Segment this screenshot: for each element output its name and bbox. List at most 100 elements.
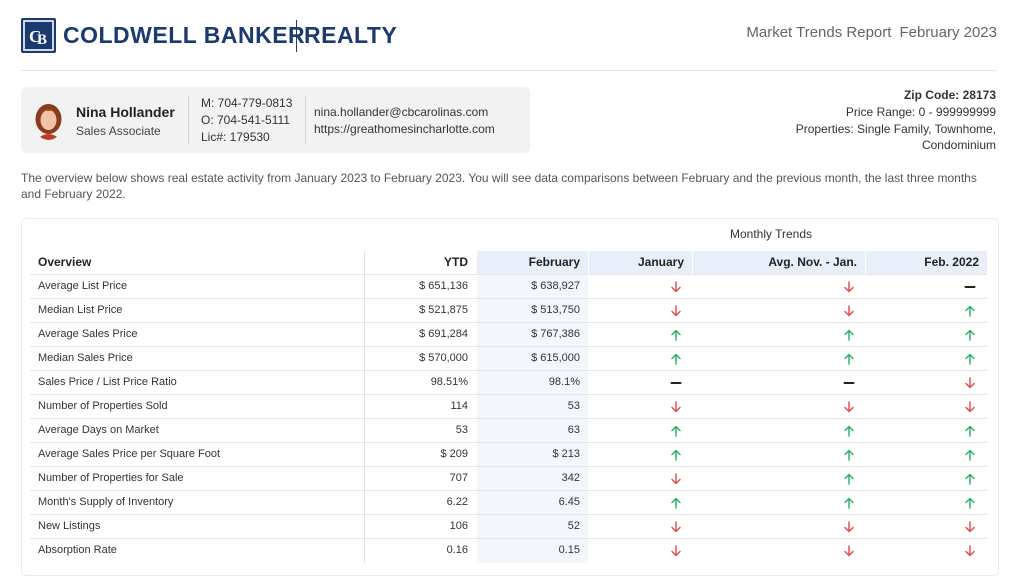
january-trend-arrow-down-icon xyxy=(669,400,683,414)
last-year-trend-arrow-down-icon xyxy=(963,544,977,558)
last-year-trend-arrow-up-icon xyxy=(963,352,977,366)
last-year-trend-arrow-down-icon xyxy=(963,520,977,534)
agent-website-link[interactable]: https://greathomesincharlotte.com xyxy=(314,122,495,136)
ytd-value: 114 xyxy=(450,400,468,412)
february-value: $ 638,927 xyxy=(531,280,580,292)
ytd-value: $ 209 xyxy=(440,448,468,460)
three-month-trend-arrow-up-icon xyxy=(842,352,856,366)
row-divider xyxy=(30,466,987,467)
february-value: 53 xyxy=(567,400,580,412)
row-divider xyxy=(30,346,987,347)
table-row: Median List Price $ 521,875 $ 513,750 xyxy=(30,299,987,323)
february-value: 342 xyxy=(561,472,580,484)
row-label: Average Sales Price per Square Foot xyxy=(38,448,221,460)
february-header-bg xyxy=(477,251,588,274)
february-value: 0.15 xyxy=(558,544,580,556)
last-year-trend-arrow-up-icon xyxy=(963,448,977,462)
row-label: Sales Price / List Price Ratio xyxy=(38,376,177,388)
february-cell-bg xyxy=(477,275,588,299)
column-header-three-month: Avg. Nov. - Jan. xyxy=(768,255,857,269)
february-cell-bg xyxy=(477,443,588,467)
february-value: 6.45 xyxy=(558,496,580,508)
ytd-value: 707 xyxy=(449,472,468,484)
february-value: 98.1% xyxy=(548,376,580,388)
ytd-value: 53 xyxy=(455,424,468,436)
last-year-trend-arrow-up-icon xyxy=(963,424,977,438)
row-divider xyxy=(30,538,987,539)
january-trend-dash-icon xyxy=(669,376,683,390)
last-year-trend-arrow-up-icon xyxy=(963,328,977,342)
ytd-value: $ 521,875 xyxy=(419,304,468,316)
table-row: Average List Price $ 651,136 $ 638,927 xyxy=(30,275,987,299)
three-month-trend-arrow-up-icon xyxy=(842,472,856,486)
three-month-trend-arrow-down-icon xyxy=(842,544,856,558)
svg-text:B: B xyxy=(37,32,47,48)
three-month-trend-arrow-up-icon xyxy=(842,328,856,342)
agent-avatar xyxy=(33,102,64,140)
february-cell-bg xyxy=(477,419,588,443)
row-divider xyxy=(30,490,987,491)
column-header-last-year: Feb. 2022 xyxy=(924,255,979,269)
january-trend-arrow-up-icon xyxy=(669,448,683,462)
agent-email-link[interactable]: nina.hollander@cbcarolinas.com xyxy=(314,105,489,119)
february-value: $ 513,750 xyxy=(531,304,580,316)
ytd-value: 6.22 xyxy=(446,496,468,508)
intro-text: The overview below shows real estate act… xyxy=(21,171,977,201)
brand-name: COLDWELL BANKER xyxy=(63,22,306,48)
table-row: Month's Supply of Inventory 6.22 6.45 xyxy=(30,491,987,515)
column-header-february: February xyxy=(528,255,580,269)
three-month-trend-arrow-up-icon xyxy=(842,448,856,462)
row-label: New Listings xyxy=(38,520,101,532)
ytd-value: $ 691,284 xyxy=(419,328,468,340)
row-label: Number of Properties Sold xyxy=(38,400,168,412)
february-value: 52 xyxy=(567,520,580,532)
header-divider xyxy=(21,70,997,71)
zip-code: Zip Code: 28173 xyxy=(903,88,996,102)
last-year-header-bg xyxy=(866,251,987,274)
last-year-trend-arrow-down-icon xyxy=(963,400,977,414)
row-divider xyxy=(30,442,987,443)
january-trend-arrow-up-icon xyxy=(669,352,683,366)
agent-name: Nina Hollander xyxy=(76,104,175,120)
three-month-trend-arrow-down-icon xyxy=(842,400,856,414)
row-divider xyxy=(30,418,987,419)
february-cell-bg xyxy=(477,395,588,419)
ytd-value: 0.16 xyxy=(446,544,468,556)
monthly-trends-label: Monthly Trends xyxy=(729,227,813,241)
three-month-trend-arrow-down-icon xyxy=(842,280,856,294)
agent-mobile[interactable]: M: 704-779-0813 xyxy=(201,96,293,110)
row-label: Median List Price xyxy=(38,304,123,316)
february-cell-bg xyxy=(477,299,588,323)
february-cell-bg xyxy=(477,539,588,563)
february-value: $ 213 xyxy=(552,448,580,460)
three-month-trend-arrow-down-icon xyxy=(842,520,856,534)
agent-office-phone[interactable]: O: 704-541-5111 xyxy=(201,113,290,127)
february-cell-bg xyxy=(477,491,588,515)
table-row: Sales Price / List Price Ratio 98.51% 98.1… xyxy=(30,371,987,395)
table-row: Average Days on Market 53 63 xyxy=(30,419,987,443)
february-cell-bg xyxy=(477,371,588,395)
january-trend-arrow-down-icon xyxy=(669,544,683,558)
last-year-trend-arrow-up-icon xyxy=(963,304,977,318)
last-year-trend-arrow-up-icon xyxy=(963,472,977,486)
agent-license: Lic#: 179530 xyxy=(201,130,270,144)
three-month-trend-arrow-up-icon xyxy=(842,424,856,438)
table-row: Number of Properties for Sale 707 342 xyxy=(30,467,987,491)
column-divider xyxy=(364,251,365,563)
brand-name-suffix: REALTY xyxy=(304,22,398,48)
brand-logo-icon: C B xyxy=(21,18,56,53)
agent-divider xyxy=(305,96,306,144)
column-header-overview: Overview xyxy=(38,255,92,269)
column-header-ytd: YTD xyxy=(444,255,468,269)
ytd-value: $ 570,000 xyxy=(419,352,468,364)
january-trend-arrow-down-icon xyxy=(669,280,683,294)
row-divider xyxy=(30,394,987,395)
row-label: Number of Properties for Sale xyxy=(38,472,184,484)
january-trend-arrow-down-icon xyxy=(669,472,683,486)
february-cell-bg xyxy=(477,515,588,539)
row-divider xyxy=(30,322,987,323)
row-label: Median Sales Price xyxy=(38,352,133,364)
last-year-trend-arrow-down-icon xyxy=(963,376,977,390)
table-row: Number of Properties Sold 114 53 xyxy=(30,395,987,419)
february-cell-bg xyxy=(477,347,588,371)
